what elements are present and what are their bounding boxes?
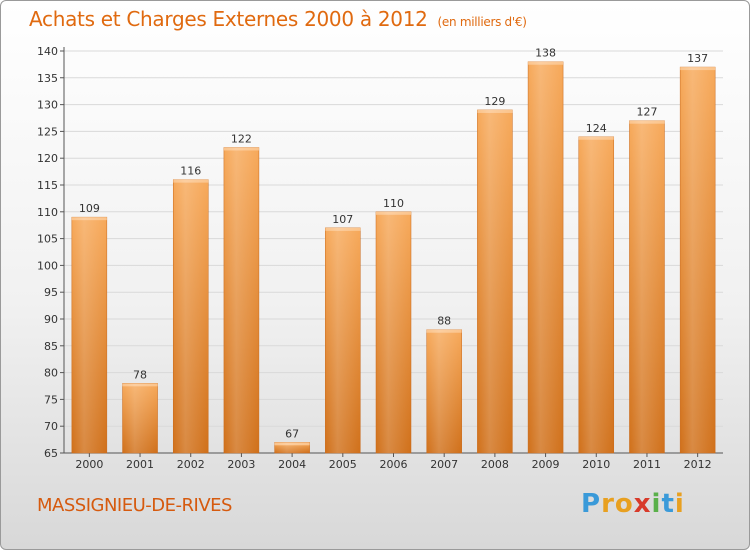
y-tick-label: 110 [37, 206, 58, 219]
x-tick-label-2006: 2006 [380, 458, 408, 471]
logo-letter: x [633, 489, 652, 519]
data-label-2007: 88 [437, 315, 451, 328]
data-label-2005: 107 [332, 213, 353, 226]
logo-letter: i [674, 489, 685, 519]
chart-title: Achats et Charges Externes 2000 à 2012 (e… [29, 7, 527, 31]
location-name: MASSIGNIEU-DE-RIVES [37, 495, 232, 516]
y-tick-label: 100 [37, 259, 58, 272]
bar-shine [578, 136, 614, 453]
bar-shine [325, 227, 361, 453]
bar-shine [274, 442, 310, 453]
bar-shine [528, 61, 564, 453]
bar-shine [173, 179, 209, 453]
y-tick-label: 130 [37, 99, 58, 112]
data-label-2004: 67 [285, 427, 299, 440]
data-label-2012: 137 [687, 52, 708, 65]
unit-note: (en milliers d'€) [437, 15, 527, 29]
x-tick-label-2010: 2010 [582, 458, 610, 471]
data-label-2011: 127 [636, 106, 657, 119]
x-tick-label-2011: 2011 [633, 458, 661, 471]
data-label-2009: 138 [535, 47, 556, 60]
data-label-2006: 110 [383, 197, 404, 210]
data-label-2001: 78 [133, 368, 147, 381]
bar-shine [426, 329, 462, 453]
data-label-2002: 116 [180, 165, 201, 178]
y-tick-label: 95 [44, 286, 58, 299]
y-tick-label: 90 [44, 313, 58, 326]
x-tick-label-2007: 2007 [430, 458, 458, 471]
bars [71, 61, 716, 454]
y-tick-label: 140 [37, 45, 58, 58]
y-tick-label: 125 [37, 125, 58, 138]
y-tick-label: 115 [37, 179, 58, 192]
x-tick-label-2005: 2005 [329, 458, 357, 471]
logo-letter: t [661, 489, 675, 519]
data-label-2000: 109 [79, 202, 100, 215]
bar-shine [71, 217, 107, 453]
y-tick-label: 135 [37, 72, 58, 85]
chart-title-text: Achats et Charges Externes 2000 à 2012 [29, 7, 428, 31]
bar-shine [477, 109, 513, 454]
x-tick-label-2003: 2003 [227, 458, 255, 471]
x-tick-label-2012: 2012 [684, 458, 712, 471]
bar-shine [223, 147, 259, 454]
x-tick-label-2001: 2001 [126, 458, 154, 471]
x-tick-label-2008: 2008 [481, 458, 509, 471]
bar-shine [680, 67, 716, 453]
bar-shine [122, 383, 158, 453]
y-tick-label: 85 [44, 340, 58, 353]
x-tick-label-2000: 2000 [75, 458, 103, 471]
logo-letter: P [581, 489, 602, 519]
y-tick-label: 70 [44, 420, 58, 433]
data-label-2008: 129 [484, 95, 505, 108]
x-tick-label-2004: 2004 [278, 458, 306, 471]
y-tick-label: 80 [44, 367, 58, 380]
y-tick-label: 65 [44, 447, 58, 460]
x-tick-label-2009: 2009 [532, 458, 560, 471]
logo-letter: i [651, 489, 662, 519]
x-tick-label-2002: 2002 [177, 458, 205, 471]
data-labels: 109 78 116 122 67 107 110 88 129 138 124 127 137 [79, 47, 708, 441]
logo-letter: r [601, 489, 615, 519]
data-label-2010: 124 [586, 122, 607, 135]
bar-shine [376, 211, 411, 453]
y-tick-label: 120 [37, 152, 58, 165]
logo-letter: o [614, 489, 634, 519]
y-tick-label: 75 [44, 393, 58, 406]
bar-shine [629, 120, 665, 454]
proxiti-logo: Proxiti [581, 489, 685, 519]
data-label-2003: 122 [231, 132, 252, 145]
y-tick-label: 105 [37, 233, 58, 246]
